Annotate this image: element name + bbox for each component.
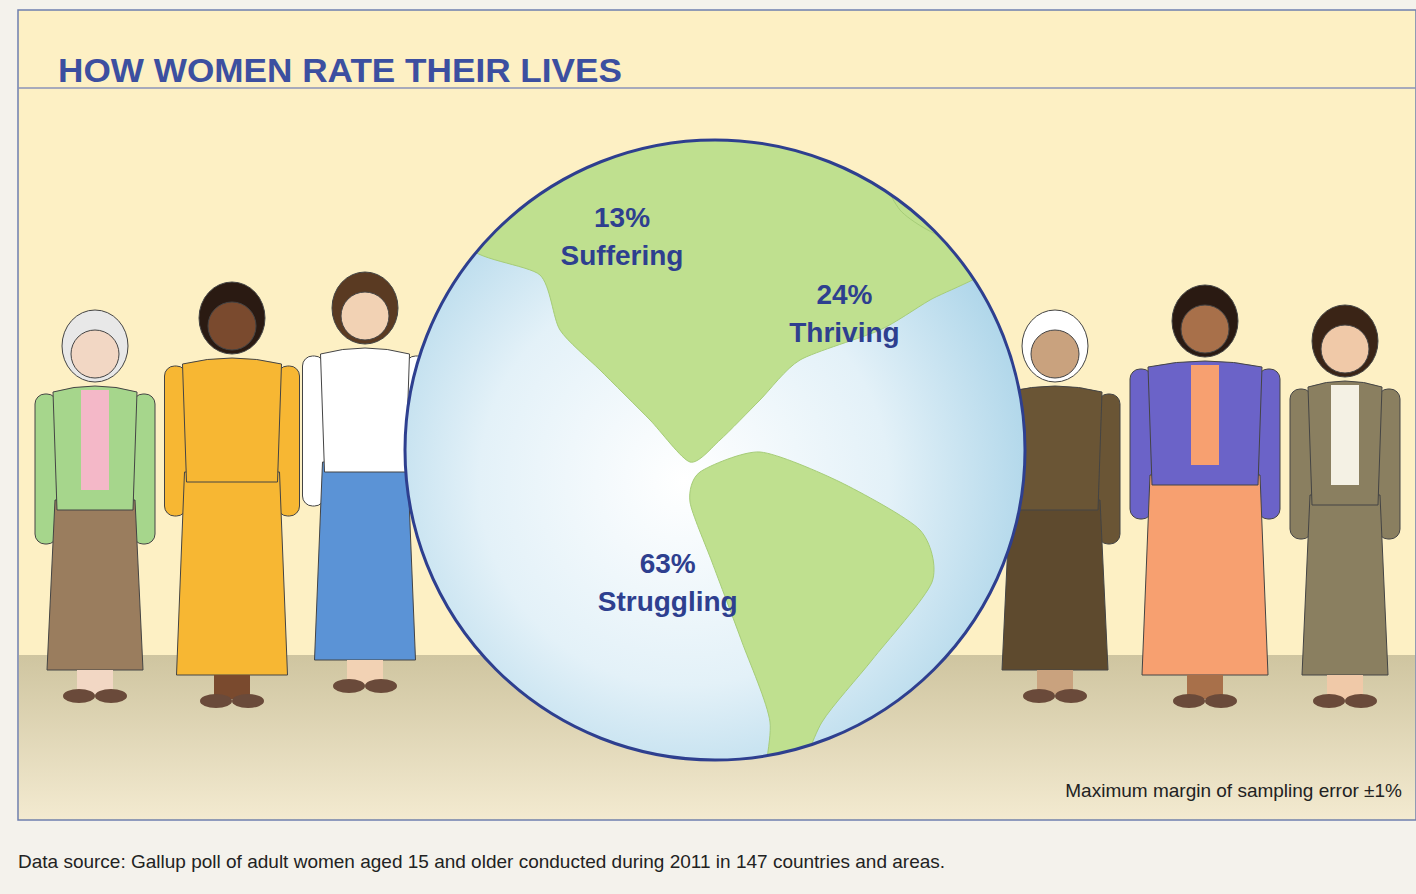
shoe <box>1055 689 1087 703</box>
continents <box>470 139 1006 803</box>
inner <box>81 390 109 490</box>
torso <box>183 358 282 482</box>
torso <box>1308 381 1382 505</box>
value-label: 13% <box>594 202 650 233</box>
shoe <box>95 689 127 703</box>
torso <box>321 348 410 472</box>
skirt <box>315 462 416 660</box>
shoe <box>232 694 264 708</box>
shoe <box>1205 694 1237 708</box>
source: Data source: Gallup poll of adult women … <box>18 851 945 872</box>
face <box>1031 330 1079 378</box>
shoe <box>200 694 232 708</box>
slice <box>489 140 715 450</box>
hair <box>1172 285 1238 357</box>
inner <box>1331 385 1359 485</box>
shoe <box>1173 694 1205 708</box>
face <box>1321 325 1369 373</box>
value-label: 63% <box>640 548 696 579</box>
hair <box>1312 305 1378 377</box>
category-label: Struggling <box>598 586 738 617</box>
continent <box>690 452 934 803</box>
slice <box>715 140 1024 450</box>
shoe <box>1313 694 1345 708</box>
inner <box>1041 390 1069 490</box>
skirt <box>1002 500 1108 670</box>
value-label: 24% <box>816 279 872 310</box>
shoe <box>333 679 365 693</box>
category-label: Thriving <box>789 317 899 348</box>
continent <box>877 145 1005 240</box>
slices <box>405 140 1025 760</box>
hair <box>332 272 398 344</box>
shoe <box>1345 694 1377 708</box>
shoe <box>1023 689 1055 703</box>
face <box>71 330 119 378</box>
hair <box>62 310 128 382</box>
face <box>1181 305 1229 353</box>
labels: 24% Thriving 63% Struggling 13% Suffering <box>561 202 900 617</box>
category-label: Suffering <box>561 240 684 271</box>
inner <box>1191 365 1219 465</box>
skirt <box>1142 475 1268 675</box>
shoe <box>63 689 95 703</box>
woman <box>165 282 300 708</box>
woman <box>1130 285 1280 708</box>
panel <box>18 10 1416 820</box>
globe <box>405 140 1025 760</box>
woman <box>35 310 155 703</box>
inner <box>351 352 379 452</box>
annotation: Maximum margin of sampling error ±1% <box>1065 780 1402 801</box>
face <box>341 292 389 340</box>
skirt <box>47 500 143 670</box>
hair <box>1022 310 1088 382</box>
shoe <box>365 679 397 693</box>
face <box>208 302 256 350</box>
background <box>0 0 1416 894</box>
hair <box>199 282 265 354</box>
skirt <box>177 472 288 675</box>
globe-outline <box>405 140 1025 760</box>
inner <box>218 362 246 462</box>
torso <box>53 386 137 510</box>
slice <box>405 238 1025 760</box>
skirt <box>1302 495 1388 675</box>
title: HOW WOMEN RATE THEIR LIVES <box>58 52 622 89</box>
torso <box>1148 361 1262 485</box>
woman <box>1290 305 1400 708</box>
